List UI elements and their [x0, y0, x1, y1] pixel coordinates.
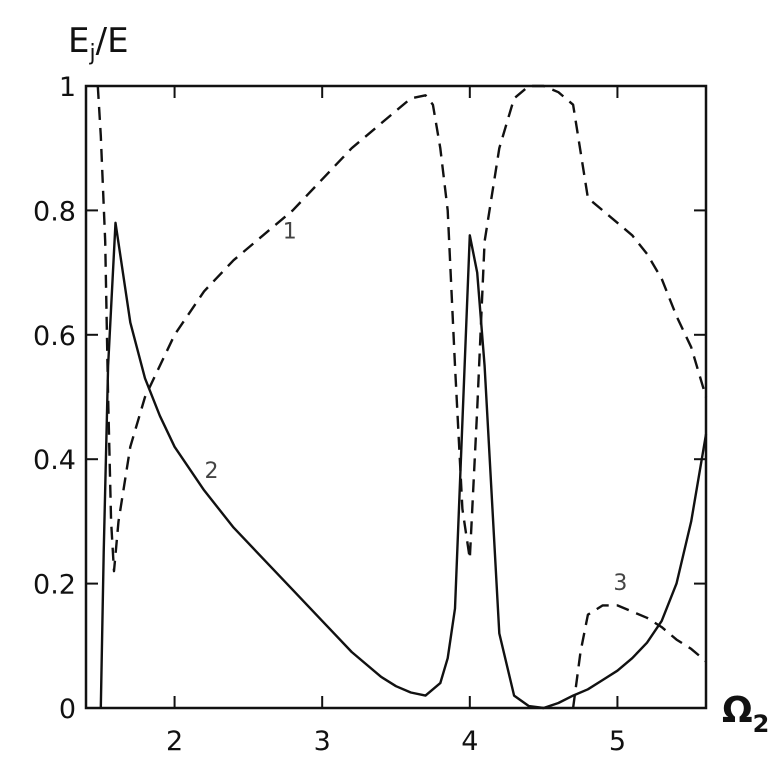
axis-ticks: [86, 85, 706, 709]
y-tick-label: 1: [59, 72, 76, 103]
y-tick-label: 0: [59, 694, 76, 725]
y-tick-label: 0.4: [33, 445, 76, 476]
x-tick-label: 4: [461, 726, 478, 757]
x-tick-label: 3: [314, 726, 331, 757]
curve-labels: 1 2 3: [204, 219, 627, 595]
x-tick-label: 2: [166, 726, 183, 757]
series-line-3: [571, 604, 707, 709]
curve-label-3: 3: [613, 571, 627, 596]
tick-labels: 2 3 4 5 0 0.2 0.4 0.6 0.8 1: [33, 72, 626, 757]
y-tick-label: 0.2: [33, 570, 76, 601]
series-line-2: [99, 221, 708, 710]
series-line-1: [96, 84, 708, 573]
series-group: [96, 84, 708, 710]
y-tick-label: 0.8: [33, 196, 76, 227]
x-tick-label: 5: [609, 726, 626, 757]
x-axis-label: Ω2: [722, 690, 769, 738]
curve-label-1: 1: [283, 219, 297, 244]
plot-frame: [84, 84, 708, 710]
y-tick-label: 0.6: [33, 321, 76, 352]
curve-label-2: 2: [204, 459, 218, 484]
y-axis-label: Ej/E: [68, 21, 129, 66]
